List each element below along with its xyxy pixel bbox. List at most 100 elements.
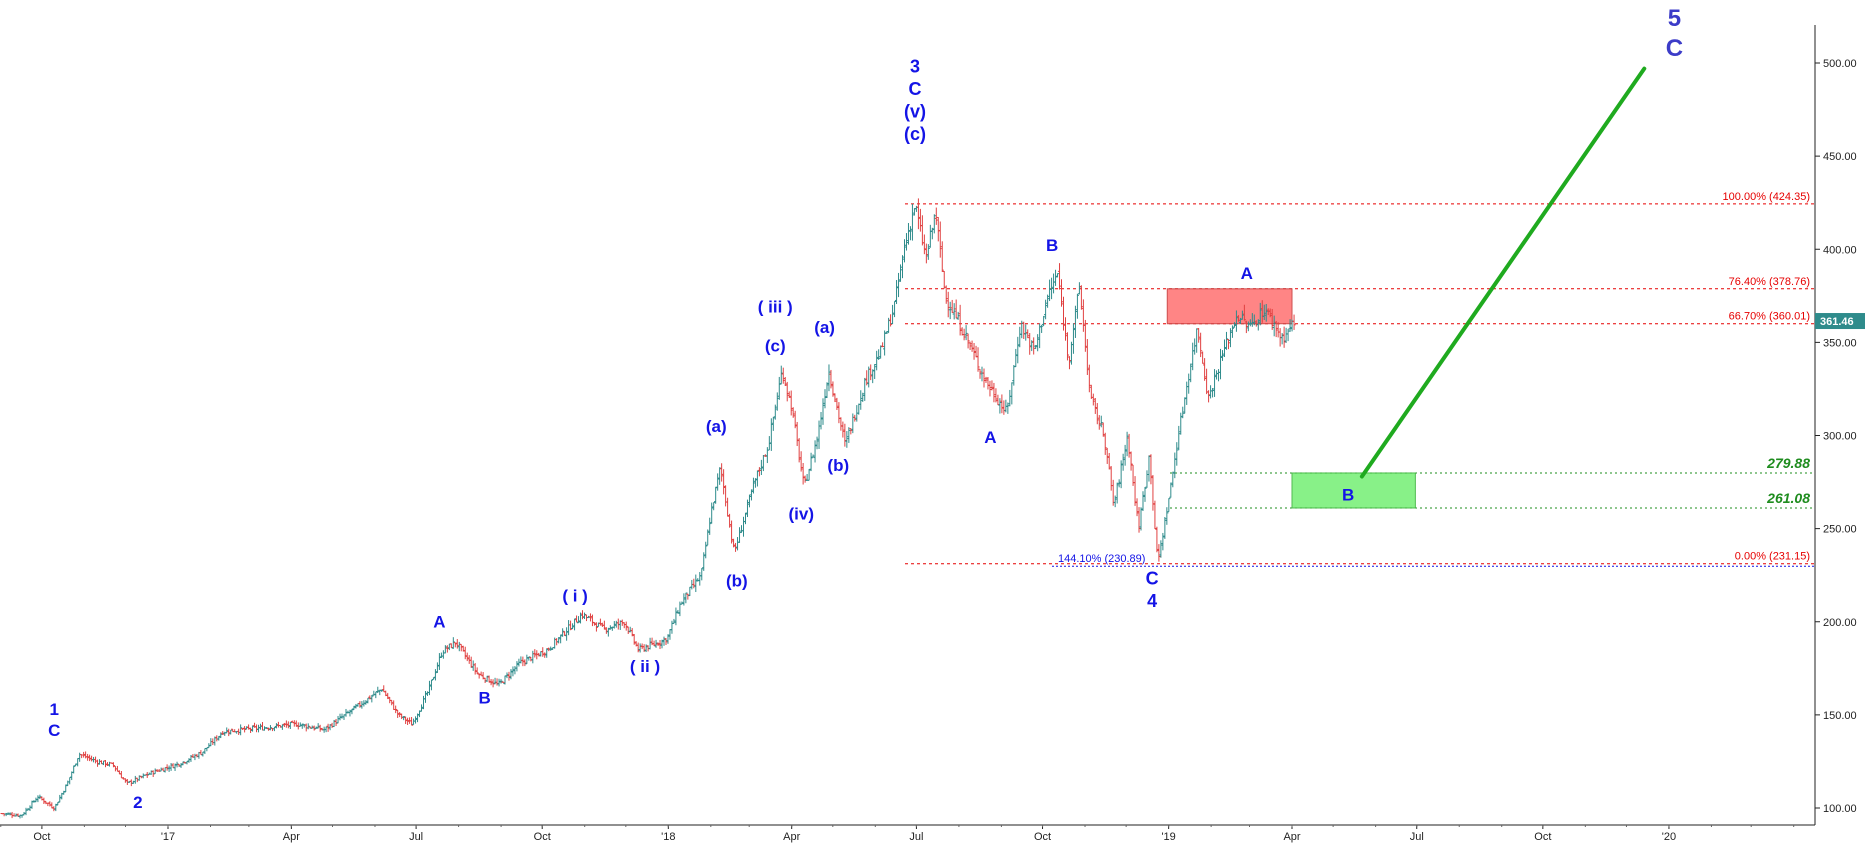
price-bar	[503, 675, 507, 685]
price-bar	[111, 762, 116, 768]
price-bar	[505, 672, 509, 679]
price-bar	[173, 763, 177, 771]
price-bar	[316, 723, 320, 729]
price-bar	[827, 364, 831, 392]
price-bar	[413, 716, 418, 724]
price-bar	[185, 761, 189, 765]
price-bar	[326, 723, 330, 732]
price-bar	[336, 715, 340, 724]
price-bar	[1165, 507, 1169, 525]
wave-label-line: (a)	[706, 417, 727, 436]
price-bar	[1280, 333, 1284, 345]
price-bar	[42, 797, 46, 805]
price-bar	[783, 377, 787, 387]
wave-label-line: 1	[49, 700, 58, 719]
wave-label-line: 4	[1147, 591, 1157, 611]
price-bar	[944, 285, 948, 304]
wave-label-line: 5	[1668, 5, 1681, 32]
price-bar	[68, 776, 72, 785]
price-bar	[87, 754, 92, 762]
wave-label-line: (b)	[827, 456, 849, 475]
price-bar	[268, 725, 273, 731]
price-bar	[773, 404, 777, 420]
price-bar	[741, 516, 746, 537]
price-bar	[1075, 293, 1080, 319]
price-bar	[861, 392, 865, 402]
price-bar	[686, 593, 690, 600]
price-bar	[563, 631, 567, 637]
price-bar	[859, 390, 863, 410]
price-bar	[457, 641, 461, 652]
price-bar	[239, 724, 243, 736]
price-bar	[1232, 322, 1237, 328]
price-bar	[76, 757, 80, 767]
wave-label: A	[984, 428, 996, 447]
y-axis: 100.00 150.00 200.00 250.00 300.00 350.00 400.…	[1814, 25, 1865, 825]
price-bar	[1258, 302, 1262, 326]
price-bar	[586, 615, 591, 619]
price-bar	[787, 391, 791, 398]
price-bar	[612, 621, 616, 629]
price-bar	[1179, 412, 1183, 435]
support-zone	[1291, 472, 1416, 509]
price-bar	[998, 398, 1002, 414]
price-bar	[213, 736, 217, 746]
price-bar	[1135, 498, 1139, 517]
price-bar	[364, 700, 368, 705]
wave-label-line: (c)	[765, 337, 786, 356]
price-bar	[455, 639, 459, 649]
wave-label-line: A	[1241, 264, 1253, 283]
price-bar	[56, 801, 60, 806]
price-bar	[404, 716, 408, 725]
price-bar	[574, 615, 579, 623]
price-bar	[926, 244, 930, 260]
price-bar	[86, 753, 90, 761]
price-bar	[908, 226, 913, 241]
price-bar	[386, 692, 390, 700]
price-bar	[1203, 358, 1207, 381]
price-bar	[229, 729, 233, 735]
price-bar	[682, 593, 686, 606]
price-bar	[362, 700, 366, 707]
price-bar	[640, 643, 644, 650]
wave-label-line: ( iii )	[758, 298, 793, 317]
price-bar	[1205, 368, 1209, 395]
price-bar	[1129, 451, 1133, 471]
price-bar	[1272, 315, 1276, 337]
wave-label-line: C	[1146, 569, 1159, 589]
price-bar	[221, 730, 225, 735]
price-bar	[1242, 304, 1246, 321]
price-bar	[441, 650, 445, 659]
price-bar	[1147, 455, 1151, 482]
price-bar	[922, 234, 926, 255]
fibonacci-levels: 100.00% (424.35) 76.40% (378.76) 66.70% (3…	[905, 191, 1815, 567]
price-bar	[692, 578, 696, 589]
price-bar	[402, 716, 406, 721]
price-bar	[64, 784, 68, 793]
price-bar	[103, 760, 108, 768]
price-bar	[592, 622, 597, 626]
x-tick-label: Oct	[534, 831, 551, 843]
price-bar	[489, 679, 493, 686]
price-bar	[1214, 370, 1219, 380]
price-bar	[4, 812, 8, 817]
price-bar	[525, 654, 529, 665]
price-bar	[1018, 326, 1022, 348]
price-bar	[879, 345, 883, 359]
fib-level-label: 76.40% (378.76)	[1729, 276, 1810, 288]
price-bar	[513, 666, 517, 675]
price-bar	[1264, 304, 1268, 322]
price-bar	[427, 680, 432, 696]
price-bar	[761, 454, 765, 472]
price-bar	[1105, 447, 1109, 464]
y-tick-label: 350.00	[1823, 337, 1857, 349]
price-bar	[300, 723, 304, 729]
price-bar	[143, 774, 147, 776]
price-bar	[1195, 328, 1199, 353]
price-bar	[1151, 475, 1155, 511]
last-price-tag	[1815, 313, 1865, 330]
price-bar	[1121, 453, 1125, 471]
price-bar	[1026, 329, 1030, 339]
price-bar	[463, 646, 467, 660]
